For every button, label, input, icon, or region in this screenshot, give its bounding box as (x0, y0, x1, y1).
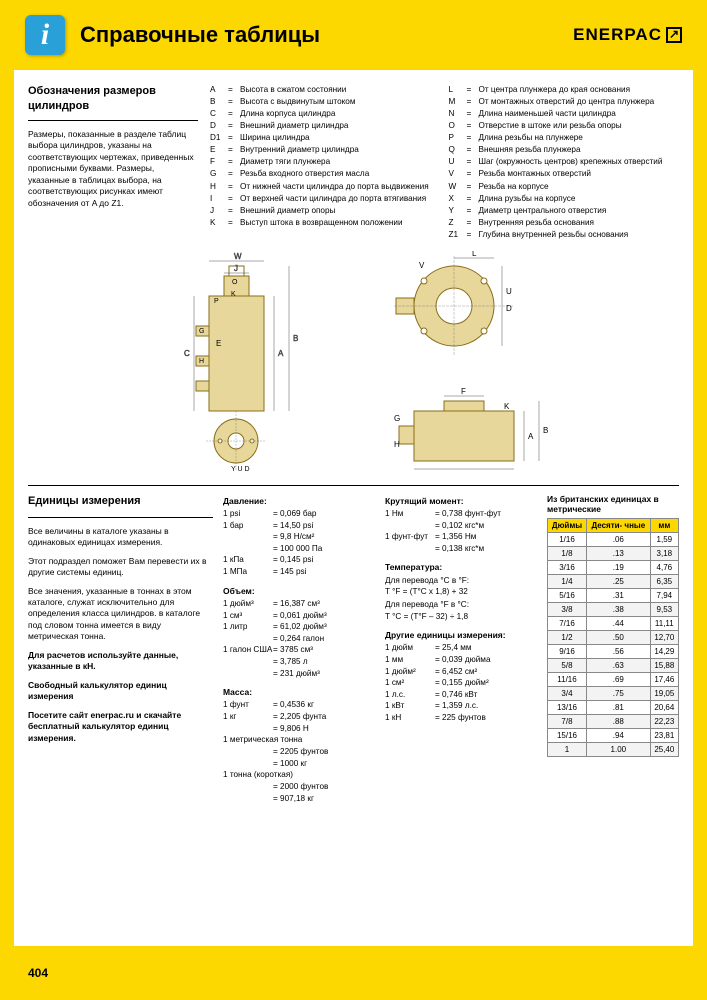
svg-text:W: W (234, 252, 242, 261)
torque-title: Крутящий момент: (385, 496, 537, 507)
pressure-title: Давление: (223, 496, 375, 507)
svg-text:Y U D: Y U D (231, 466, 250, 471)
dimensions-col-2: L=От центра плунжера до края основанияM=… (449, 84, 680, 241)
page-number: 404 (28, 966, 48, 980)
svg-text:D: D (506, 304, 512, 313)
volume-rows: 1 дюйм³= 16,387 см³1 см³= 0,061 дюйм³1 л… (223, 599, 375, 680)
svg-text:U: U (506, 287, 512, 296)
svg-text:L: L (472, 251, 477, 258)
dimensions-col-1: A=Высота в сжатом состоянииB=Высота с вы… (210, 84, 441, 241)
torque-rows: 1 Нм= 0,738 фунт-фут= 0,102 кгс*м1 фунт-… (385, 509, 537, 555)
pressure-rows: 1 psi= 0,069 бар1 бар= 14,50 psi= 9,8 Н/… (223, 509, 375, 578)
units-p2: Этот подраздел поможет Вам перевести их … (28, 556, 213, 579)
svg-text:G: G (199, 328, 204, 335)
dimensions-title: Обозначения размеров цилиндров (28, 84, 198, 114)
svg-text:H: H (199, 358, 204, 365)
temp-rows: Для перевода °C в °F:T °F = (T°C x 1,8) … (385, 576, 537, 623)
svg-text:A: A (528, 432, 534, 441)
svg-text:F: F (461, 387, 466, 396)
svg-text:C: C (184, 349, 190, 358)
svg-text:J: J (234, 264, 238, 273)
svg-text:V: V (419, 261, 425, 270)
cylinder-diagram-left: A B C W J Y U D E G H O (154, 251, 324, 471)
units-p3: Все значения, указанные в тоннах в этом … (28, 586, 213, 643)
svg-text:K: K (504, 402, 510, 411)
units-title: Единицы измерения (28, 494, 213, 509)
info-icon: i (25, 15, 65, 55)
svg-text:G: G (394, 414, 400, 423)
technical-diagrams: A B C W J Y U D E G H O (28, 251, 679, 471)
units-p1: Все величины в каталоге указаны в одинак… (28, 526, 213, 549)
svg-text:B: B (543, 426, 548, 435)
svg-text:O: O (232, 279, 238, 286)
temp-title: Температура: (385, 562, 537, 573)
volume-title: Объем: (223, 586, 375, 597)
other-title: Другие единицы измерения: (385, 630, 537, 641)
other-rows: 1 дюйм= 25,4 мм1 мм= 0,039 дюйма1 дюйм²=… (385, 643, 537, 724)
svg-text:A: A (278, 349, 284, 358)
page-title: Справочные таблицы (80, 22, 573, 48)
mass-rows: 1 фунт= 0,4536 кг1 кг= 2,205 фунта= 9,80… (223, 700, 375, 804)
cylinder-diagram-right: UD V L E F A B H K G (344, 251, 554, 471)
svg-text:B: B (293, 334, 298, 343)
svg-text:E: E (462, 470, 467, 471)
brand-logo: ENERPAC (573, 25, 682, 45)
svg-text:E: E (216, 339, 221, 348)
metric-conversion-table: ДюймыДесяти- чныемм 1/16.061,591/8.133,1… (547, 518, 679, 757)
dimensions-intro: Размеры, показанные в разделе таблиц выб… (28, 129, 198, 209)
units-p4: Для расчетов используйте данные, указанн… (28, 650, 213, 673)
svg-text:K: K (231, 291, 236, 298)
svg-text:P: P (214, 298, 219, 305)
metric-table-title: Из британских единицах в метрические (547, 494, 679, 514)
mass-title: Масса: (223, 687, 375, 698)
svg-text:H: H (394, 440, 400, 449)
units-p5: Свободный калькулятор единиц измерения (28, 680, 213, 703)
units-p6: Посетите сайт enerpac.ru и скачайте бесп… (28, 710, 213, 744)
